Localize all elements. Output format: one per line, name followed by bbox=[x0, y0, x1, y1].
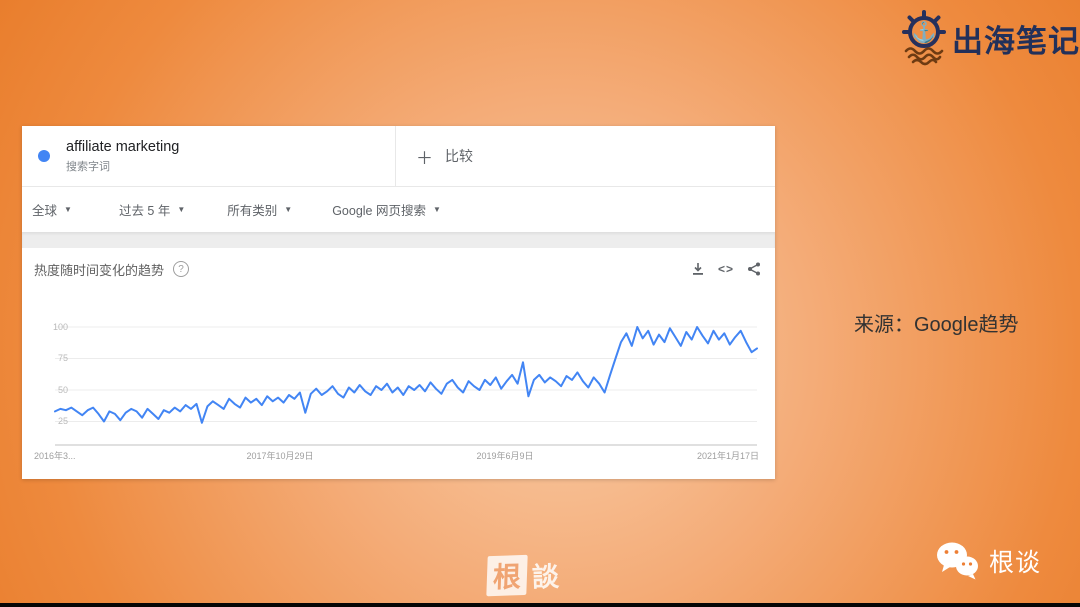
section-gap bbox=[22, 232, 775, 248]
google-trends-widget: affiliate marketing 搜索字词 ＋ 比较 全球 ▼ 过去 5 … bbox=[22, 126, 775, 479]
search-type-filter[interactable]: Google 网页搜索 ▼ bbox=[332, 200, 441, 219]
share-icon[interactable] bbox=[747, 262, 761, 276]
search-term-chip[interactable]: affiliate marketing 搜索字词 bbox=[66, 138, 179, 174]
series-color-dot bbox=[38, 150, 50, 162]
category-filter-label: 所有类别 bbox=[227, 204, 278, 218]
chevron-down-icon: ▼ bbox=[432, 205, 441, 214]
watermark-char-left: 根 bbox=[492, 560, 522, 595]
compare-label: 比较 bbox=[445, 148, 473, 164]
chart-title: 热度随时间变化的趋势 bbox=[34, 262, 165, 278]
source-note: 来源：Google趋势 bbox=[854, 314, 1019, 336]
gentan-watermark: 根 談 bbox=[486, 554, 560, 597]
x-tick-2016: 2016年3... bbox=[34, 451, 76, 461]
wechat-account: 根谈 bbox=[934, 540, 1041, 582]
category-filter[interactable]: 所有类别 ▼ bbox=[227, 200, 292, 219]
chevron-down-icon: ▼ bbox=[284, 205, 293, 214]
watermark-char-right: 談 bbox=[531, 561, 560, 594]
x-tick-2019: 2019年6月9日 bbox=[476, 451, 534, 461]
wechat-account-name: 根谈 bbox=[989, 549, 1042, 577]
search-term-card: affiliate marketing 搜索字词 ＋ 比较 bbox=[22, 126, 775, 187]
search-type-filter-label: Google 网页搜索 bbox=[332, 204, 426, 218]
trend-line bbox=[54, 326, 758, 424]
chart-actions: <> bbox=[691, 248, 761, 290]
plus-icon: ＋ bbox=[416, 148, 433, 168]
x-tick-2017: 2017年10月29日 bbox=[246, 451, 314, 461]
ship-wheel-anchor-icon: ⚓ bbox=[902, 10, 946, 66]
anchor-glyph: ⚓ bbox=[912, 20, 937, 44]
y-tick-25: 25 bbox=[57, 416, 68, 426]
waves bbox=[904, 47, 944, 66]
chuhai-biji-brand: ⚓ 出海笔记 bbox=[898, 8, 1080, 68]
wechat-icon bbox=[937, 542, 978, 580]
vertical-divider bbox=[395, 126, 396, 186]
y-tick-100: 100 bbox=[52, 322, 68, 332]
download-icon[interactable] bbox=[691, 262, 705, 276]
chart-header: 热度随时间变化的趋势 ? bbox=[22, 248, 775, 290]
region-filter-label: 全球 bbox=[32, 204, 58, 218]
brand-name: 出海笔记 bbox=[952, 23, 1080, 60]
bottom-black-bar bbox=[0, 603, 1080, 607]
x-tick-2021: 2021年1月17日 bbox=[696, 451, 759, 461]
time-range-filter-label: 过去 5 年 bbox=[118, 204, 171, 218]
filter-bar: 全球 ▼ 过去 5 年 ▼ 所有类别 ▼ Google 网页搜索 ▼ bbox=[22, 187, 775, 232]
trend-chart bbox=[54, 326, 758, 446]
y-tick-75: 75 bbox=[57, 353, 68, 363]
search-term-name: affiliate marketing bbox=[66, 139, 180, 155]
embed-icon[interactable]: <> bbox=[717, 262, 734, 276]
chevron-down-icon: ▼ bbox=[64, 205, 72, 214]
chevron-down-icon: ▼ bbox=[177, 205, 186, 214]
y-tick-50: 50 bbox=[57, 385, 68, 395]
watermark-box: 根 bbox=[486, 554, 528, 597]
time-range-filter[interactable]: 过去 5 年 ▼ bbox=[119, 200, 185, 219]
add-comparison-button[interactable]: ＋ 比较 bbox=[416, 126, 473, 186]
region-filter[interactable]: 全球 ▼ bbox=[32, 200, 72, 219]
search-term-type: 搜索字词 bbox=[66, 161, 110, 173]
interest-over-time-card: 热度随时间变化的趋势 ? <> 100 75 50 25 2016年3... 2… bbox=[22, 248, 775, 479]
help-icon[interactable]: ? bbox=[173, 261, 190, 277]
